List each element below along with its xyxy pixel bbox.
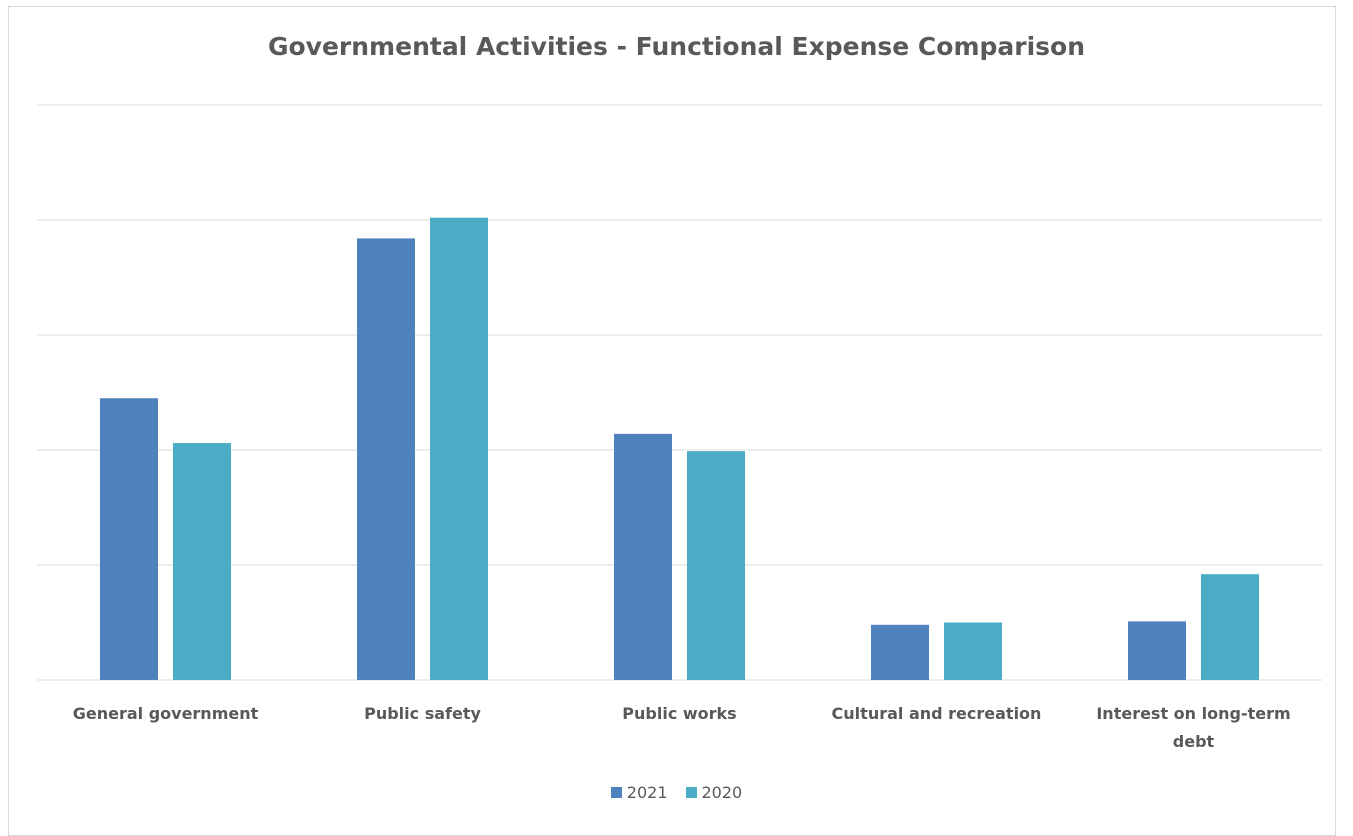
bar-2021-cultural-and-recreation — [871, 624, 929, 680]
chart-frame — [8, 6, 1336, 836]
x-tick-label: Cultural and recreation — [832, 704, 1042, 723]
bar-2020-public-safety — [430, 217, 488, 680]
legend-item-2021: 2021 — [610, 783, 668, 802]
bar-2020-cultural-and-recreation — [944, 622, 1002, 680]
chart-title: Governmental Activities - Functional Exp… — [267, 32, 1086, 61]
x-tick-label: Public safety — [364, 704, 481, 723]
x-tick-label: Interest on long-term — [1096, 704, 1290, 723]
x-axis-labels: General government Public safety Public wo… — [73, 704, 1291, 751]
legend-swatch-2021 — [610, 787, 622, 798]
bar-2021-public-works — [614, 433, 672, 680]
bars — [100, 217, 1259, 680]
x-tick-label: debt — [1173, 732, 1215, 751]
legend-label-2020: 2020 — [701, 783, 743, 802]
gridlines — [37, 104, 1322, 681]
legend-label-2021: 2021 — [626, 783, 668, 802]
bar-2021-general-government — [100, 398, 158, 680]
x-tick-label: General government — [73, 704, 259, 723]
bar-2021-interest-on-long-term-debt — [1128, 621, 1186, 680]
bar-2020-public-works — [687, 451, 745, 680]
legend-swatch-2020 — [685, 787, 697, 798]
x-tick-label: Public works — [622, 704, 736, 723]
legend-item-2020: 2020 — [685, 783, 743, 802]
legend: 2021 2020 — [0, 783, 1353, 802]
bar-2020-general-government — [173, 443, 231, 680]
bar-2021-public-safety — [357, 238, 415, 680]
bar-2020-interest-on-long-term-debt — [1201, 574, 1259, 680]
